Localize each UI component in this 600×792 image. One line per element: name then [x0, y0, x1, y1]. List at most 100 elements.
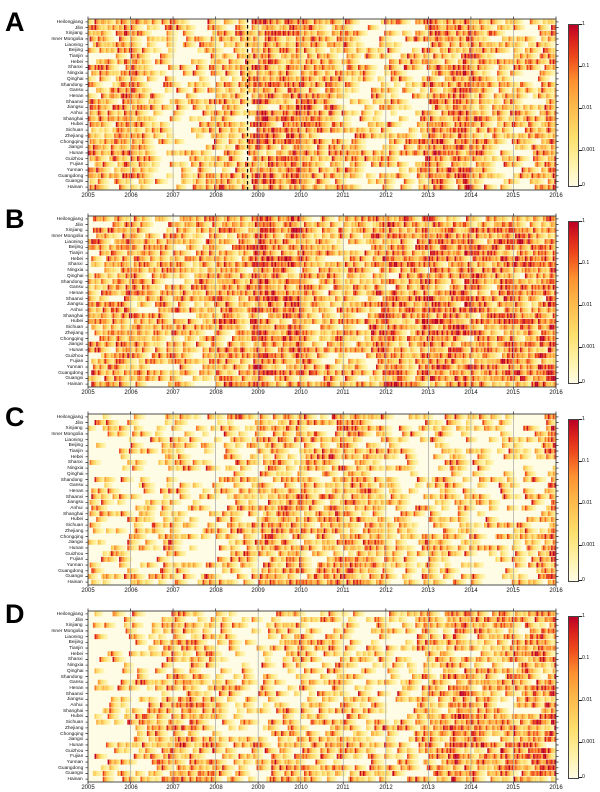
y-axis-label: Shanghai	[62, 312, 83, 319]
x-axis-label: 2014	[464, 192, 478, 199]
x-axis-label: 2013	[421, 587, 436, 594]
y-axis-label: Hebei	[70, 255, 83, 262]
colorbar-tick	[579, 185, 582, 186]
y-axis-label: Ningxia	[66, 70, 83, 76]
colorbar-tick-label: 0.001	[582, 343, 596, 350]
y-axis-label: Xinjiang	[65, 425, 83, 431]
x-axis-label: 2007	[166, 389, 180, 396]
y-axis-label: Liaoning	[64, 633, 83, 640]
panel-D: D Heilongjiang Jilin Xinjiang Inner Mongoli…	[0, 599, 600, 792]
y-axis-label: Hunan	[68, 545, 83, 551]
y-axis-label: Sichuan	[65, 719, 83, 725]
y-axis-label: Anhui	[70, 110, 83, 116]
x-axis-label: 2008	[208, 192, 223, 199]
y-axis-label: Guangxi	[65, 375, 83, 381]
y-axis-label: Guangdong	[57, 172, 83, 179]
colorbar-tick-label: 1	[582, 415, 585, 422]
y-axis-label: Shaanxi	[65, 98, 83, 105]
y-axis-label: Zhejiang	[64, 132, 83, 139]
y-axis-label: Hubei	[70, 713, 83, 719]
y-axis-label: Chongqing	[59, 533, 83, 539]
y-axis-label: Shanghai	[62, 115, 83, 122]
colorbar-tick	[579, 616, 582, 617]
x-axis-label: 2016	[549, 587, 563, 594]
x-axis-label: 2016	[549, 784, 563, 791]
x-axis-label: 2008	[208, 587, 223, 594]
y-axis-label: Qinghai	[66, 470, 83, 477]
y-axis-label: Heilongjiang	[56, 413, 83, 420]
y-axis-label: Liaoning	[64, 238, 83, 245]
y-axis-label: Shandong	[61, 673, 83, 679]
colorbar-tick-label: 0.1	[582, 62, 590, 69]
x-axis-label: 2006	[123, 784, 138, 791]
y-axis-label: Gansu	[68, 87, 83, 93]
panel-B: B Heilongjiang Jilin Xinjiang Inner Mongoli…	[0, 204, 600, 413]
colorbar-tick-label: 0.01	[582, 696, 593, 703]
y-axis-label: Yunnan	[66, 562, 83, 568]
y-axis-label: Shaanxi	[65, 690, 83, 697]
y-axis-label: Guizhou	[65, 550, 83, 557]
x-axis-label: 2012	[379, 784, 393, 791]
y-axis-label: Jilin	[74, 221, 83, 227]
y-axis-label: Gansu	[68, 679, 83, 685]
heatmap-canvas-c	[83, 409, 566, 590]
y-axis-label: Hunan	[68, 742, 83, 748]
x-axis-label: 2015	[506, 587, 521, 594]
colorbar-tick	[579, 580, 582, 581]
y-axis-label: Zhejiang	[64, 527, 83, 534]
y-axis-label: Fujian	[69, 556, 83, 562]
colorbar-tick-label: 0.1	[582, 259, 590, 266]
y-axis-label: Inner Mongolia	[51, 431, 83, 437]
x-axis-label: 2009	[251, 784, 265, 791]
y-axis-label: Yunnan	[66, 167, 83, 173]
colorbar-tick	[579, 346, 582, 348]
x-axis-label: 2006	[123, 587, 138, 594]
y-axis-label: Inner Mongolia	[51, 36, 83, 42]
x-axis-label: 2005	[81, 587, 95, 594]
y-axis-label: Hubei	[70, 516, 83, 522]
colorbar-tick	[579, 460, 582, 462]
x-axis-label: 2016	[549, 192, 563, 199]
y-axis-label: Ningxia	[66, 662, 83, 668]
colorbar-tick-label: 0	[582, 773, 585, 780]
x-axis-label: 2007	[166, 192, 180, 199]
colorbar-tick-label: 1	[582, 612, 585, 619]
y-axis-label: Beijing	[68, 244, 83, 250]
y-axis-label: Shaanxi	[65, 295, 83, 302]
y-axis-label: Hunan	[68, 150, 83, 156]
y-axis-label: Guangxi	[65, 770, 83, 776]
colorbar-tick	[579, 262, 582, 264]
x-axis-label: 2011	[336, 389, 350, 396]
y-axis-label: Jiangxi	[68, 341, 84, 347]
colorbar-tick	[579, 699, 582, 701]
x-axis-label: 2009	[251, 192, 265, 199]
x-axis-label: 2008	[208, 784, 223, 791]
y-axis-label: Jilin	[74, 616, 83, 622]
y-axis-label: Inner Mongolia	[51, 628, 83, 634]
colorbar-tick	[579, 149, 582, 151]
x-axis-label: 2005	[81, 784, 95, 791]
y-axis-label: Zhejiang	[64, 329, 83, 336]
x-axis-label: 2015	[506, 784, 521, 791]
y-axis-label: Jiangxi	[68, 539, 84, 545]
y-axis-label: Beijing	[68, 47, 83, 53]
x-axis-label: 2015	[506, 192, 521, 199]
colorbar	[568, 616, 579, 779]
y-axis-label: Xinjiang	[65, 622, 83, 628]
colorbar-tick-label: 0	[582, 378, 585, 385]
colorbar-tick	[579, 544, 582, 546]
y-axis-label: Chongqing	[59, 730, 83, 736]
y-axis-label: Hainan	[67, 579, 83, 585]
y-axis-label: Hunan	[68, 347, 83, 353]
colorbar-tick	[579, 382, 582, 383]
y-axis-label: Jilin	[74, 419, 83, 425]
colorbar-tick-label: 0	[582, 181, 585, 188]
x-axis-label: 2011	[336, 587, 350, 594]
y-axis-label: Henan	[68, 488, 83, 494]
heatmap-canvas-a	[83, 14, 566, 195]
colorbar-tick-label: 0.1	[582, 457, 590, 464]
y-axis-label: Jilin	[74, 24, 83, 30]
colorbar-tick	[579, 24, 582, 25]
y-axis-label: Shanghai	[62, 510, 83, 517]
colorbar-tick	[579, 657, 582, 659]
